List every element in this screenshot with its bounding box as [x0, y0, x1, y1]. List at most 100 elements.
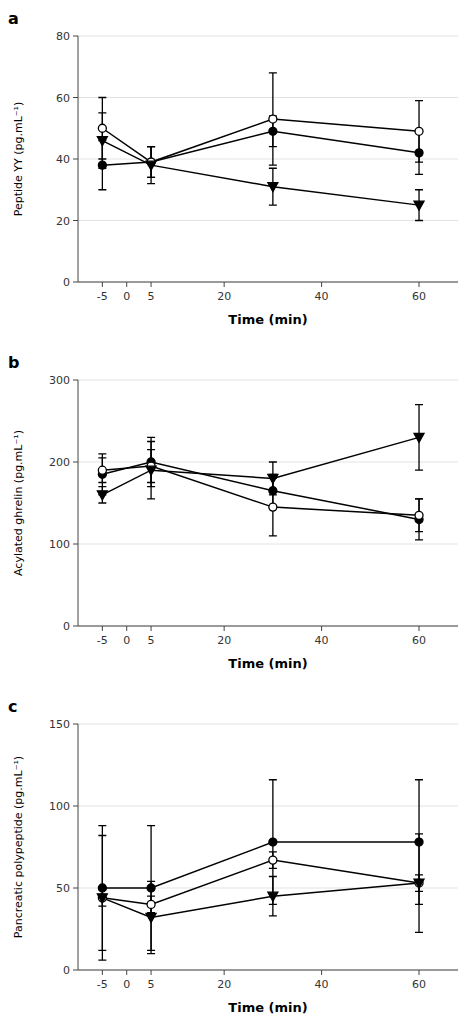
series-line [102, 883, 419, 917]
error-bar [98, 113, 106, 168]
plot-area [97, 780, 424, 960]
grid-line [78, 626, 458, 627]
point [147, 884, 155, 892]
grid-line [78, 462, 458, 463]
y-axis [78, 36, 79, 282]
error-bar [147, 147, 155, 184]
x-tick-label: 0 [123, 290, 130, 303]
point [97, 491, 107, 500]
x-axis-label: Time (min) [228, 312, 307, 327]
point [415, 511, 423, 519]
x-tick [224, 626, 225, 631]
y-axis-label: Peptide YY (pg.mL⁻¹) [12, 102, 25, 217]
x-tick [321, 626, 322, 631]
error-bar [415, 101, 423, 163]
x-tick-label: 60 [412, 634, 426, 647]
point [98, 124, 106, 132]
series-line [102, 141, 419, 206]
x-tick [102, 970, 103, 975]
point [98, 161, 106, 169]
error-bar [415, 499, 423, 532]
error-bar [269, 462, 277, 495]
x-tick-label: 60 [412, 290, 426, 303]
panel-label: a [8, 9, 19, 28]
y-tick-label: 100 [49, 800, 70, 813]
point [414, 879, 424, 888]
x-tick [102, 282, 103, 287]
error-bar [98, 458, 106, 483]
point [97, 894, 107, 903]
y-tick [73, 544, 78, 545]
grid-line [78, 282, 458, 283]
y-tick [73, 36, 78, 37]
x-axis-label: Time (min) [228, 1000, 307, 1015]
grid-line [78, 380, 458, 381]
point [98, 466, 106, 474]
x-tick-label: 20 [217, 634, 231, 647]
x-tick [419, 970, 420, 975]
x-tick [126, 282, 127, 287]
error-bar [415, 190, 423, 221]
point [146, 914, 156, 923]
point [269, 127, 277, 135]
y-axis-label: Acylated ghrelin (pg.mL⁻¹) [12, 430, 25, 576]
series-line [102, 466, 419, 515]
point [414, 201, 424, 210]
point [415, 838, 423, 846]
x-tick-label: 60 [412, 978, 426, 991]
point [269, 487, 277, 495]
error-bar [269, 852, 277, 868]
grid-line [78, 36, 458, 37]
y-tick [73, 159, 78, 160]
x-tick-label: 5 [148, 290, 155, 303]
point [146, 466, 156, 475]
x-tick [151, 970, 152, 975]
y-tick-label: 150 [49, 718, 70, 731]
y-tick [73, 220, 78, 221]
error-bar [98, 487, 106, 503]
x-tick [224, 970, 225, 975]
point [147, 900, 155, 908]
grid-line [78, 970, 458, 971]
x-tick [419, 282, 420, 287]
y-tick [73, 282, 78, 283]
x-tick [224, 282, 225, 287]
x-tick-label: 20 [217, 290, 231, 303]
grid-line [78, 220, 458, 221]
error-bar [147, 881, 155, 953]
point [268, 183, 278, 192]
grid-line [78, 97, 458, 98]
series-line [102, 119, 419, 162]
panel: b0100200300-505204060Time (min)Acylated … [8, 353, 458, 671]
error-bar [415, 405, 423, 471]
x-tick-label: -5 [97, 978, 108, 991]
point [269, 838, 277, 846]
point [269, 115, 277, 123]
y-tick [73, 970, 78, 971]
x-tick-label: 0 [123, 634, 130, 647]
y-tick-label: 0 [63, 620, 70, 633]
grid-line [78, 544, 458, 545]
y-tick-label: 60 [56, 92, 70, 105]
panel: c050100150-505204060Time (min)Pancreatic… [8, 697, 458, 1015]
point [414, 433, 424, 442]
x-tick-label: 20 [217, 978, 231, 991]
series-line [102, 462, 419, 519]
x-tick-label: 40 [315, 978, 329, 991]
grid-line [78, 806, 458, 807]
y-tick-label: 0 [63, 276, 70, 289]
y-tick [73, 626, 78, 627]
grid-line [78, 724, 458, 725]
point [268, 474, 278, 483]
point [269, 503, 277, 511]
series-line [102, 131, 419, 165]
plot-area [97, 73, 424, 221]
y-tick-label: 300 [49, 374, 70, 387]
error-bar [98, 836, 106, 961]
y-tick-label: 200 [49, 456, 70, 469]
point [415, 127, 423, 135]
x-tick [126, 626, 127, 631]
y-tick [73, 97, 78, 98]
x-tick [126, 970, 127, 975]
point [98, 894, 106, 902]
